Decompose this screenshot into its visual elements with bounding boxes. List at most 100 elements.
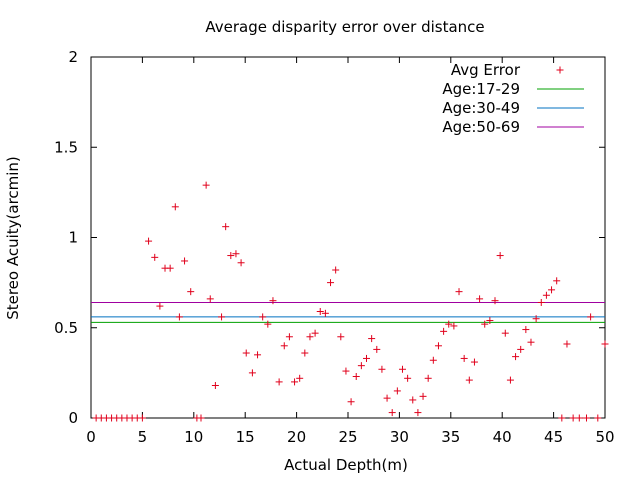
data-point [378,365,386,373]
data-point [450,322,458,330]
legend-label: Age:50-69 [442,118,520,136]
data-point [327,279,335,287]
x-tick-label: 5 [138,428,148,446]
x-tick-label: 35 [441,428,460,446]
data-point [445,320,453,328]
data-point [486,317,494,325]
data-point [248,369,256,377]
data-point [237,259,245,267]
x-tick-label: 40 [493,428,512,446]
data-point [455,288,463,296]
data-point [352,372,360,380]
data-point [470,358,478,366]
legend-marker [556,66,564,74]
data-point [197,414,205,422]
data-point [404,374,412,382]
data-point [368,335,376,343]
x-tick-label: 30 [390,428,409,446]
data-point [465,376,473,384]
y-tick-label: 1 [68,229,78,247]
data-point [342,367,350,375]
data-point [506,376,514,384]
data-point [496,252,504,260]
data-point [527,338,535,346]
data-point [227,252,235,260]
data-point [202,181,210,189]
data-point [582,414,590,422]
legend-label: Age:17-29 [442,80,520,98]
data-point [156,302,164,310]
data-point [512,353,520,361]
data-point [138,414,146,422]
chart-title: Average disparity error over distance [205,18,484,36]
legend-label: Avg Error [451,61,521,79]
x-tick-label: 25 [338,428,357,446]
data-point [575,414,583,422]
axis-ticks: 0 5 10 15 20 25 30 35 40 45 50 0 0.5 1 1.5 2 [54,48,614,446]
data-point [501,329,509,337]
data-point [166,264,174,272]
data-point [419,392,427,400]
legend-label: Age:30-49 [442,99,520,117]
data-point [222,223,230,231]
data-point [232,250,240,258]
data-point [388,409,396,417]
data-points [92,181,609,422]
data-point [363,354,371,362]
data-point [553,277,561,285]
data-point [187,288,195,296]
data-point [398,365,406,373]
data-point [175,313,183,321]
data-point [532,315,540,323]
data-point [601,340,609,348]
x-tick-label: 50 [595,428,614,446]
data-point [409,396,417,404]
data-point [206,295,214,303]
data-point [321,309,329,317]
data-point [211,382,219,390]
data-point [587,313,595,321]
data-point [491,297,499,305]
data-point [542,291,550,299]
data-point [151,253,159,261]
data-point [311,329,319,337]
data-point [414,409,422,417]
x-tick-label: 15 [236,428,255,446]
y-tick-label: 1.5 [54,138,78,156]
x-tick-label: 0 [86,428,96,446]
data-point [460,354,468,362]
x-tick-label: 20 [287,428,306,446]
data-point [383,394,391,402]
data-point [269,297,277,305]
data-point [259,313,267,321]
x-tick-label: 10 [184,428,203,446]
data-point [558,414,566,422]
plot-area-border [90,56,606,419]
data-point [316,308,324,316]
data-point [537,298,545,306]
data-point [569,414,577,422]
data-point [218,313,226,321]
data-point [373,345,381,353]
x-axis-label: Actual Depth(m) [284,456,408,474]
y-tick-label: 0 [68,409,78,427]
data-point [181,257,189,265]
data-point [145,237,153,245]
data-point [280,342,288,350]
data-point [548,286,556,294]
data-point [429,356,437,364]
data-point [254,351,262,359]
data-point [517,345,525,353]
data-point [476,295,484,303]
data-point [434,342,442,350]
data-point [563,340,571,348]
data-point [357,362,365,370]
x-tick-label: 45 [544,428,563,446]
data-point [291,378,299,386]
data-point [393,387,401,395]
data-point [242,349,250,357]
data-point [440,327,448,335]
